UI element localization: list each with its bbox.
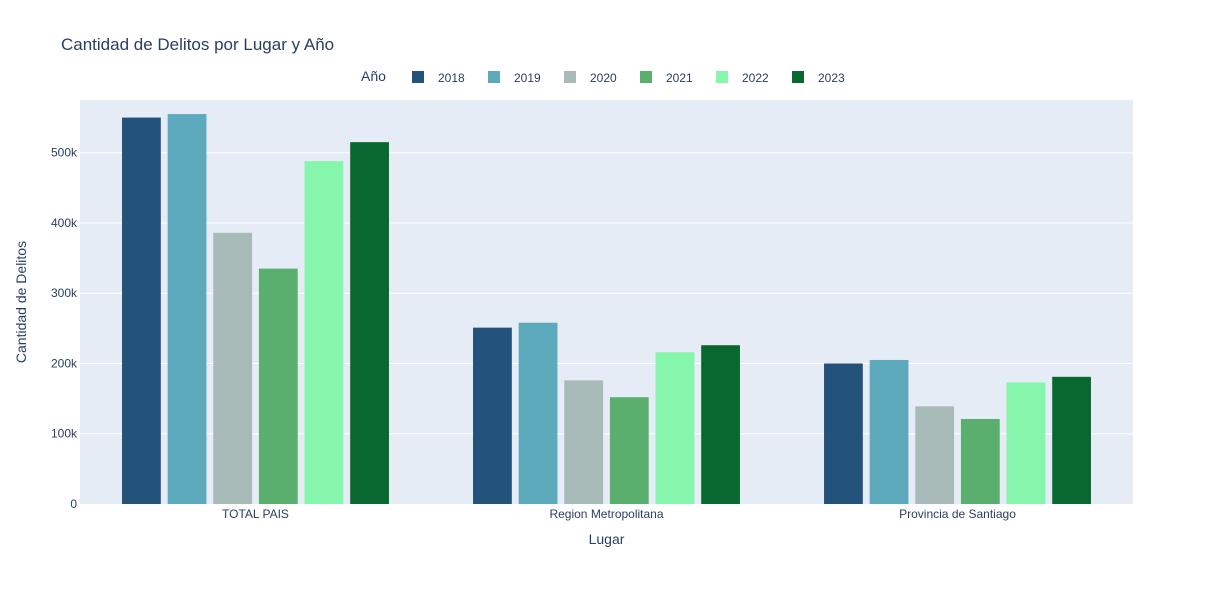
bar-2019-2 [869,359,909,504]
bar-2022-2 [1006,382,1046,504]
bar-2020-2 [915,406,955,504]
bar-2018-2 [824,363,863,504]
bar-2018-1 [473,327,512,504]
bar-2019-0 [167,114,207,504]
bar-2019-1 [518,322,558,504]
bar-2020-1 [564,380,604,504]
bar-2020-0 [213,232,253,505]
legend-item-label: 2022 [742,71,769,85]
legend-item-label: 2018 [438,71,465,85]
x-axis-ticks: TOTAL PAIS Region Metropolitana Provincia … [222,507,1016,521]
bar-2023-0 [350,142,389,504]
x-tick-label: Provincia de Santiago [899,507,1016,521]
bars [122,114,1091,505]
legend-swatch-2018 [412,71,424,83]
bar-2022-1 [655,352,695,504]
legend-swatch-2020 [564,71,576,83]
y-axis-ticks: 0 100k 200k 300k 400k 500k [51,146,78,511]
bar-2023-1 [701,345,740,504]
legend-swatch-2019 [488,71,500,83]
legend-item-label: 2021 [666,71,693,85]
bar-2023-2 [1052,376,1091,504]
y-tick-label: 200k [51,356,78,370]
grid-lines [80,152,1133,435]
bar-2021-2 [960,418,1000,504]
y-tick-label: 0 [70,497,77,511]
legend-item-label: 2020 [590,71,617,85]
legend-title: Año [361,68,386,84]
y-axis-label: Cantidad de Delitos [13,241,29,363]
y-tick-label: 100k [51,427,78,441]
y-tick-label: 500k [51,146,78,160]
chart-title: Cantidad de Delitos por Lugar y Año [61,35,334,54]
legend[interactable]: Año 2018 2019 2020 2021 2022 2023 [361,68,845,85]
y-tick-label: 400k [51,216,78,230]
legend-swatch-2022 [716,71,728,83]
bar-2021-1 [609,397,649,504]
plot-area [80,100,1133,504]
legend-item-label: 2019 [514,71,541,85]
legend-swatch-2023 [792,71,804,83]
y-tick-label: 300k [51,286,78,300]
x-tick-label: TOTAL PAIS [222,507,289,521]
x-axis-label: Lugar [589,531,625,547]
bar-2022-0 [304,161,344,504]
x-tick-label: Region Metropolitana [549,507,663,521]
legend-item-label: 2023 [818,71,845,85]
bar-2021-0 [258,268,298,504]
bar-2018-0 [122,117,161,504]
legend-swatch-2021 [640,71,652,83]
